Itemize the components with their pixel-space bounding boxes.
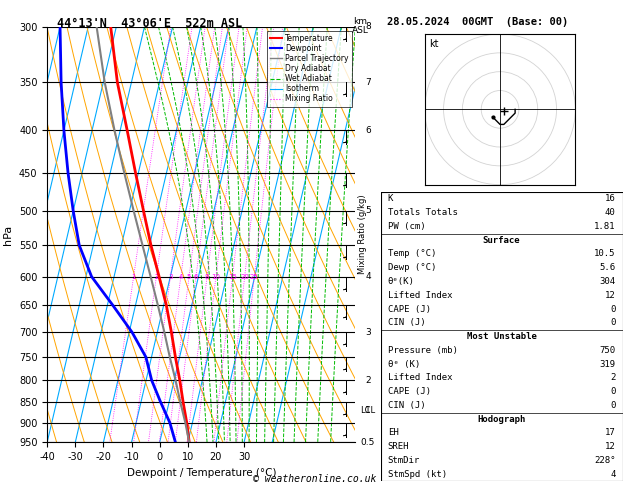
Text: Lifted Index: Lifted Index	[388, 373, 452, 382]
Text: 0: 0	[610, 305, 615, 313]
Text: 4: 4	[610, 470, 615, 479]
Text: 16: 16	[604, 194, 615, 203]
Text: 0.5: 0.5	[361, 438, 375, 447]
Text: 44°13'N  43°06'E  522m ASL: 44°13'N 43°06'E 522m ASL	[57, 17, 242, 30]
Text: Pressure (mb): Pressure (mb)	[388, 346, 458, 355]
Text: 5: 5	[187, 274, 191, 279]
Text: SREH: SREH	[388, 442, 409, 451]
Text: 25: 25	[250, 274, 259, 279]
Text: 28.05.2024  00GMT  (Base: 00): 28.05.2024 00GMT (Base: 00)	[387, 17, 568, 27]
Text: Most Unstable: Most Unstable	[467, 332, 537, 341]
Text: CIN (J): CIN (J)	[388, 318, 425, 327]
Text: LCL: LCL	[360, 406, 376, 415]
Text: 0: 0	[610, 318, 615, 327]
Text: 12: 12	[604, 291, 615, 300]
Text: 228°: 228°	[594, 456, 615, 465]
Text: 5: 5	[365, 207, 371, 215]
Text: 0: 0	[610, 401, 615, 410]
Text: θᵉ(K): θᵉ(K)	[388, 277, 415, 286]
Text: K: K	[388, 194, 393, 203]
Text: 304: 304	[599, 277, 615, 286]
Text: 1: 1	[365, 406, 371, 415]
Text: Temp (°C): Temp (°C)	[388, 249, 436, 259]
Text: 15: 15	[228, 274, 237, 279]
Text: CIN (J): CIN (J)	[388, 401, 425, 410]
Text: 8: 8	[365, 22, 371, 31]
Text: © weatheronline.co.uk: © weatheronline.co.uk	[253, 473, 376, 484]
Text: 5.6: 5.6	[599, 263, 615, 272]
Text: 750: 750	[599, 346, 615, 355]
Text: CAPE (J): CAPE (J)	[388, 305, 431, 313]
Text: 3: 3	[365, 328, 371, 337]
Text: StmDir: StmDir	[388, 456, 420, 465]
Text: 1: 1	[131, 274, 136, 279]
Text: 4: 4	[179, 274, 183, 279]
Text: 0: 0	[610, 387, 615, 396]
Text: 10: 10	[211, 274, 220, 279]
Text: PW (cm): PW (cm)	[388, 222, 425, 231]
Text: 2: 2	[365, 376, 370, 385]
Text: CAPE (J): CAPE (J)	[388, 387, 431, 396]
Text: kt: kt	[429, 38, 439, 49]
Text: 20: 20	[240, 274, 249, 279]
Y-axis label: hPa: hPa	[3, 225, 13, 244]
Text: Lifted Index: Lifted Index	[388, 291, 452, 300]
Text: 8: 8	[205, 274, 209, 279]
Text: 6: 6	[365, 126, 371, 135]
Text: 10.5: 10.5	[594, 249, 615, 259]
Text: Dewp (°C): Dewp (°C)	[388, 263, 436, 272]
Text: 319: 319	[599, 360, 615, 368]
Text: km
ASL: km ASL	[352, 17, 369, 35]
Text: Surface: Surface	[483, 236, 520, 244]
X-axis label: Dewpoint / Temperature (°C): Dewpoint / Temperature (°C)	[126, 468, 276, 478]
Legend: Temperature, Dewpoint, Parcel Trajectory, Dry Adiabat, Wet Adiabat, Isotherm, Mi: Temperature, Dewpoint, Parcel Trajectory…	[267, 31, 352, 106]
Text: 7: 7	[365, 78, 371, 87]
Text: Totals Totals: Totals Totals	[388, 208, 458, 217]
Text: Mixing Ratio (g/kg): Mixing Ratio (g/kg)	[359, 195, 367, 274]
Text: θᵉ (K): θᵉ (K)	[388, 360, 420, 368]
Text: 12: 12	[604, 442, 615, 451]
Text: EH: EH	[388, 429, 399, 437]
Text: 3: 3	[168, 274, 173, 279]
Text: 2: 2	[610, 373, 615, 382]
Text: 17: 17	[604, 429, 615, 437]
Text: 2: 2	[154, 274, 159, 279]
Text: StmSpd (kt): StmSpd (kt)	[388, 470, 447, 479]
Text: 1.81: 1.81	[594, 222, 615, 231]
Text: 4: 4	[365, 272, 370, 281]
Text: 6: 6	[194, 274, 198, 279]
Text: 40: 40	[604, 208, 615, 217]
Text: Hodograph: Hodograph	[477, 415, 526, 424]
